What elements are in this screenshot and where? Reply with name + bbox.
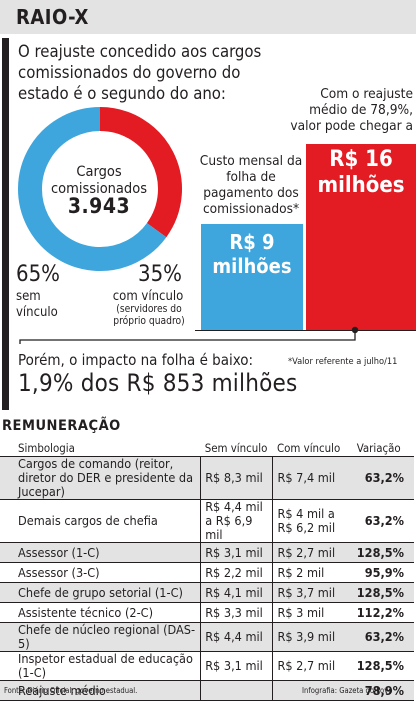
cell-sem-vinculo: R$ 4,1 mil bbox=[200, 582, 273, 603]
cell-simbologia: Cargos de comando (reitor, diretor do DE… bbox=[18, 456, 194, 499]
table-header-row: Simbologia Sem vínculo Com vínculo Varia… bbox=[0, 440, 414, 457]
cell-com-vinculo bbox=[272, 680, 353, 701]
left-rule bbox=[2, 38, 9, 410]
cell-simbologia: Chefe de grupo setorial (1-C) bbox=[18, 584, 183, 600]
donut-slices bbox=[18, 107, 182, 271]
label-com-vinculo-sub: (servidores do próprio quadro) bbox=[113, 304, 185, 327]
cell-com-vinculo: R$ 2,7 mil bbox=[272, 542, 353, 563]
cell-variacao: 63,2% bbox=[364, 470, 404, 485]
table-row: Assessor (3-C) R$ 2,2 mil R$ 2 mil 95,9% bbox=[0, 562, 414, 583]
table-row: Assessor (1-C) R$ 3,1 mil R$ 2,7 mil 128,5% bbox=[0, 542, 414, 563]
cell-sem-vinculo: R$ 4,4 mil bbox=[200, 622, 273, 652]
donut-slice-sem-vinculo bbox=[18, 107, 167, 271]
table-row: Inspetor estadual de educação (1-C) R$ 3,… bbox=[0, 651, 414, 681]
connector-path bbox=[19, 330, 356, 344]
cell-simbologia: Reajuste médio bbox=[18, 682, 106, 698]
cell-sem-vinculo: R$ 3,1 mil bbox=[200, 542, 273, 563]
cell-variacao: 128,5% bbox=[356, 544, 404, 560]
cell-sem-vinculo: R$ 4,4 mil a R$ 6,9 mil bbox=[200, 499, 273, 543]
cell-com-vinculo: R$ 3 mil bbox=[272, 602, 353, 623]
page-title: RAIO-X bbox=[16, 5, 89, 29]
donut-center: Cargos comissionados 3.943 bbox=[44, 164, 154, 218]
pct-sem-vinculo: 65% bbox=[16, 262, 60, 287]
table-row: Cargos de comando (reitor, diretor do DE… bbox=[0, 456, 414, 500]
table-row: Assistente técnico (2-C) R$ 3,3 mil R$ 3 m… bbox=[0, 602, 414, 623]
label-sem-vinculo: sem vínculo bbox=[16, 289, 58, 320]
header-simbologia: Simbologia bbox=[18, 441, 75, 455]
bar-baseline bbox=[195, 330, 416, 331]
cell-com-vinculo: R$ 2,7 mil bbox=[272, 651, 353, 681]
cell-com-vinculo: R$ 4 mil a R$ 6,2 mil bbox=[272, 499, 353, 543]
donut-center-label: Cargos comissionados bbox=[50, 164, 147, 197]
blue-bar bbox=[201, 224, 303, 330]
cell-com-vinculo: R$ 2 mil bbox=[272, 562, 353, 583]
cell-sem-vinculo: R$ 3,1 mil bbox=[200, 651, 273, 681]
label-com-vinculo: com vínculo bbox=[112, 289, 184, 304]
cell-com-vinculo: R$ 3,7 mil bbox=[272, 582, 353, 603]
table-row: Chefe de grupo setorial (1-C) R$ 4,1 mil R… bbox=[0, 582, 414, 603]
red-bar-note: Com o reajuste médio de 78,9%, valor pod… bbox=[290, 86, 413, 134]
header-bar bbox=[0, 0, 416, 34]
pct-com-vinculo: 35% bbox=[138, 262, 182, 287]
cell-sem-vinculo bbox=[200, 680, 273, 701]
cell-variacao: 112,2% bbox=[356, 604, 404, 620]
cell-sem-vinculo: R$ 3,3 mil bbox=[200, 602, 273, 623]
table-title: REMUNERAÇÃO bbox=[2, 418, 121, 434]
donut-chart bbox=[18, 107, 182, 271]
intro-text: O reajuste concedido aos cargos comissio… bbox=[18, 42, 262, 103]
red-bar-value: R$ 16 milhões bbox=[317, 147, 405, 198]
table-row: Demais cargos de chefia R$ 4,4 mil a R$ 6… bbox=[0, 499, 414, 543]
cell-variacao: 128,5% bbox=[356, 658, 404, 673]
header-sem-vinculo: Sem vínculo bbox=[204, 441, 268, 455]
red-bar bbox=[306, 144, 416, 330]
donut-center-value: 3.943 bbox=[67, 194, 131, 218]
cell-variacao: 63,2% bbox=[364, 629, 404, 644]
cell-variacao: 78,9% bbox=[364, 682, 404, 698]
connector-dot bbox=[351, 326, 359, 334]
blue-bar-value: R$ 9 milhões bbox=[212, 230, 292, 278]
cell-variacao: 63,2% bbox=[364, 513, 404, 528]
header-com-vinculo: Com vínculo bbox=[276, 441, 341, 455]
cell-sem-vinculo: R$ 2,2 mil bbox=[200, 562, 273, 583]
remuneration-table: Simbologia Sem vínculo Com vínculo Varia… bbox=[0, 440, 414, 701]
donut-slice-com-vinculo bbox=[99, 107, 182, 238]
cell-com-vinculo: R$ 7,4 mil bbox=[272, 456, 353, 500]
cell-simbologia: Inspetor estadual de educação (1-C) bbox=[18, 651, 193, 680]
footnote: *Valor referente a julho/11 bbox=[288, 356, 398, 367]
cell-com-vinculo: R$ 3,9 mil bbox=[272, 622, 353, 652]
cell-simbologia: Assessor (3-C) bbox=[18, 564, 100, 580]
impact-line1: Porém, o impacto na folha é baixo: bbox=[18, 351, 254, 369]
cell-simbologia: Assessor (1-C) bbox=[18, 544, 100, 560]
blue-bar-note: Custo mensal da folha de pagamento dos c… bbox=[199, 153, 303, 217]
impact-line2: 1,9% dos R$ 853 milhões bbox=[18, 369, 298, 397]
connector-lines bbox=[19, 326, 359, 344]
cell-variacao: 128,5% bbox=[356, 584, 404, 600]
cell-simbologia: Demais cargos de chefia bbox=[18, 513, 158, 528]
table-row: Chefe de núcleo regional (DAS-5) R$ 4,4 m… bbox=[0, 622, 414, 652]
cell-simbologia: Assistente técnico (2-C) bbox=[18, 604, 153, 620]
cell-simbologia: Chefe de núcleo regional (DAS-5) bbox=[18, 622, 196, 651]
source-left: Fonte: Diário Oficial, governo estadual. bbox=[4, 686, 138, 695]
cell-variacao: 95,9% bbox=[364, 564, 404, 580]
cell-sem-vinculo: R$ 8,3 mil bbox=[200, 456, 273, 500]
header-variacao: Variação bbox=[356, 441, 401, 455]
source-right: Infografia: Gazeta do Povo bbox=[302, 686, 393, 695]
